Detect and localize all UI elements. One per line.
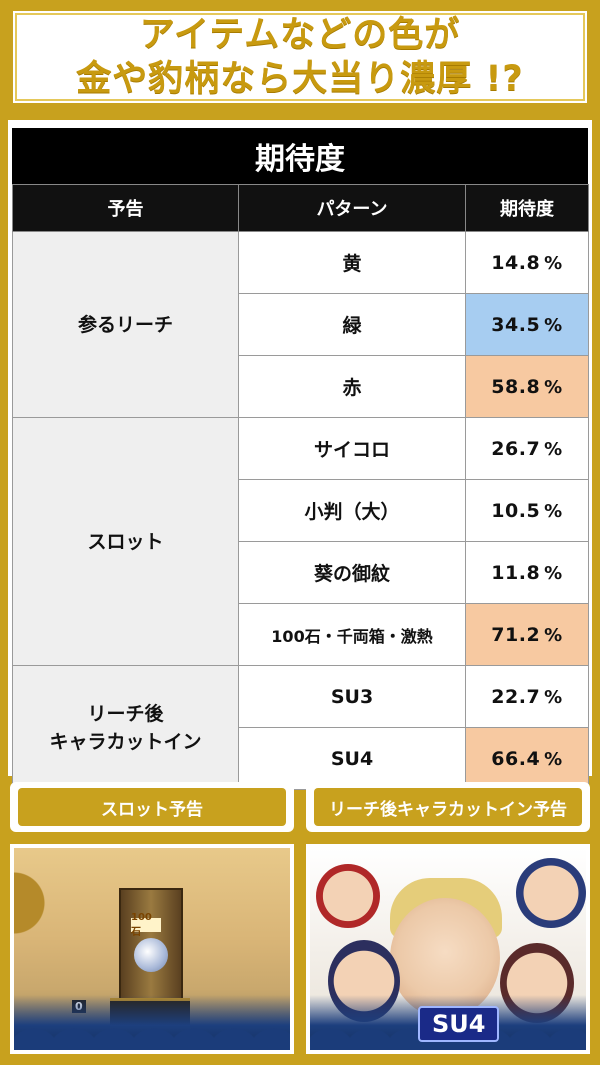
rate-cell: 66.4% <box>465 727 589 790</box>
rate-value: 26.7 <box>491 437 541 460</box>
table-header-row: 予告 パターン 期待度 <box>12 184 589 232</box>
pattern-cell: 小判（大） <box>238 479 466 542</box>
rate-value: 11.8 <box>491 561 541 584</box>
percent-sign: % <box>544 376 563 398</box>
table-row: 小判（大） 10.5% <box>13 479 589 542</box>
rate-cell: 26.7% <box>465 417 589 480</box>
table-row: 緑 34.5% <box>13 293 589 356</box>
cutin-notice-banner: リーチ後キャラカットイン予告 <box>306 782 590 832</box>
rate-value: 58.8 <box>491 375 541 398</box>
rate-cell: 14.8% <box>465 231 589 294</box>
cutin-notice-screenshot: SU4 <box>306 844 590 1054</box>
group-name-line2: キャラカットイン <box>49 730 202 753</box>
header-rate: 期待度 <box>465 184 589 232</box>
percent-sign: % <box>544 686 563 708</box>
expectation-table-wrap: 期待度 予告 パターン 期待度 参るリーチ 黄 14.8% <box>12 128 589 790</box>
character-icon <box>516 858 586 928</box>
wave-pattern <box>14 995 290 1050</box>
slot-notice-label: スロット予告 <box>18 788 286 826</box>
header-notice: 予告 <box>12 184 239 232</box>
group-name: 参るリーチ <box>12 231 239 418</box>
main-panel: 期待度 予告 パターン 期待度 参るリーチ 黄 14.8% <box>0 116 600 1065</box>
pattern-cell: SU4 <box>238 727 466 790</box>
rate-value: 10.5 <box>491 499 541 522</box>
rate-value: 34.5 <box>491 313 541 336</box>
table-row: スロット サイコロ 26.7% <box>12 417 589 666</box>
header-pattern: パターン <box>238 184 466 232</box>
header-title-line2: 金や豹柄なら大当り濃厚 !? <box>76 59 524 99</box>
rate-value: 66.4 <box>491 747 541 770</box>
table-row: 参るリーチ 黄 14.8% <box>12 231 589 418</box>
header-title-line1: アイテムなどの色が <box>139 15 461 55</box>
slot-notice-banner: スロット予告 <box>10 782 294 832</box>
table-row: 葵の御紋 11.8% <box>13 541 589 604</box>
rate-cell: 22.7% <box>465 665 589 728</box>
pattern-cell: SU3 <box>238 665 466 728</box>
percent-sign: % <box>544 314 563 336</box>
percent-sign: % <box>544 624 563 646</box>
table-title: 期待度 <box>12 128 588 184</box>
rate-value: 22.7 <box>491 685 541 708</box>
machine-sign: 100石 <box>131 912 161 938</box>
pattern-cell: 赤 <box>238 355 466 418</box>
pattern-cell: サイコロ <box>238 417 466 480</box>
group-name-line1: リーチ後 <box>87 702 164 725</box>
table-row: SU4 66.4% <box>13 727 589 790</box>
pattern-cell: 黄 <box>238 231 466 294</box>
decoration-icon <box>14 848 56 958</box>
table-row: 赤 58.8% <box>13 355 589 418</box>
percent-sign: % <box>544 500 563 522</box>
pattern-cell: 緑 <box>238 293 466 356</box>
group-name: リーチ後 キャラカットイン <box>12 665 239 790</box>
rate-cell: 34.5% <box>465 293 589 356</box>
expectation-table: 予告 パターン 期待度 参るリーチ 黄 14.8% 緑 34.5% 赤 <box>12 184 589 790</box>
rate-cell: 11.8% <box>465 541 589 604</box>
table-row: リーチ後 キャラカットイン SU3 22.7% <box>12 665 589 790</box>
percent-sign: % <box>544 438 563 460</box>
percent-sign: % <box>544 252 563 274</box>
pattern-cell: 100石・千両箱・激熱 <box>238 603 466 666</box>
rate-cell: 10.5% <box>465 479 589 542</box>
rate-cell: 71.2% <box>465 603 589 666</box>
character-icon <box>316 864 380 928</box>
slot-notice-screenshot: 100石 0 <box>10 844 294 1054</box>
rate-value: 14.8 <box>491 251 541 274</box>
percent-sign: % <box>544 748 563 770</box>
table-row: 100石・千両箱・激熱 71.2% <box>13 603 589 666</box>
crystal-ball-icon <box>134 938 168 972</box>
percent-sign: % <box>544 562 563 584</box>
group-name: スロット <box>12 417 239 666</box>
su4-badge: SU4 <box>418 1006 500 1042</box>
rate-value: 71.2 <box>491 623 541 646</box>
rate-cell: 58.8% <box>465 355 589 418</box>
pattern-cell: 葵の御紋 <box>238 541 466 604</box>
header-title-box: アイテムなどの色が 金や豹柄なら大当り濃厚 !? <box>8 6 592 108</box>
cutin-notice-label: リーチ後キャラカットイン予告 <box>314 788 582 826</box>
